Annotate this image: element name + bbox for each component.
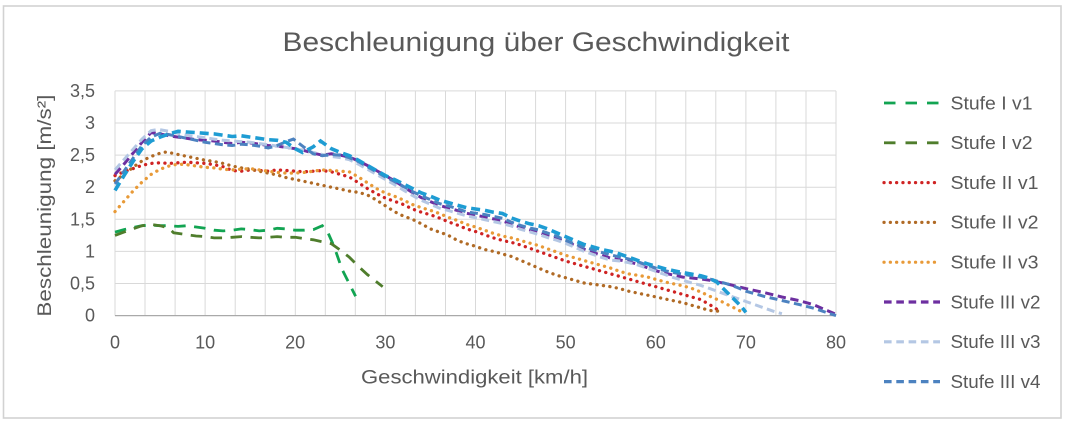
svg-text:Stufe I v2: Stufe I v2 xyxy=(951,133,1033,153)
svg-text:60: 60 xyxy=(646,333,666,353)
svg-text:70: 70 xyxy=(736,333,756,353)
svg-text:0,5: 0,5 xyxy=(70,274,95,294)
svg-text:80: 80 xyxy=(826,333,846,353)
svg-text:Stufe II v3: Stufe II v3 xyxy=(951,253,1039,273)
svg-text:Beschleunigung über Geschwindi: Beschleunigung über Geschwindigkeit xyxy=(283,27,791,57)
svg-text:20: 20 xyxy=(285,333,305,353)
svg-text:Geschwindigkeit [km/h]: Geschwindigkeit [km/h] xyxy=(361,367,588,389)
svg-text:1,5: 1,5 xyxy=(70,209,95,229)
svg-text:Stufe III v3: Stufe III v3 xyxy=(951,332,1041,352)
svg-text:Stufe II v1: Stufe II v1 xyxy=(951,173,1039,193)
svg-text:1: 1 xyxy=(85,241,95,261)
svg-text:2,5: 2,5 xyxy=(70,145,95,165)
svg-text:Stufe III v4: Stufe III v4 xyxy=(951,372,1041,392)
svg-text:3: 3 xyxy=(85,113,95,133)
svg-text:Stufe III v2: Stufe III v2 xyxy=(951,292,1041,312)
svg-text:50: 50 xyxy=(556,333,576,353)
svg-text:3,5: 3,5 xyxy=(70,81,95,101)
svg-text:Stufe II v2: Stufe II v2 xyxy=(951,213,1039,233)
svg-text:Beschleunigung [m/s²]: Beschleunigung [m/s²] xyxy=(34,95,56,317)
svg-text:0: 0 xyxy=(85,306,95,326)
svg-text:0: 0 xyxy=(110,333,120,353)
svg-text:30: 30 xyxy=(375,333,395,353)
svg-text:2: 2 xyxy=(85,177,95,197)
svg-text:40: 40 xyxy=(465,333,485,353)
svg-text:Stufe I v1: Stufe I v1 xyxy=(951,93,1033,113)
svg-text:10: 10 xyxy=(195,333,215,353)
